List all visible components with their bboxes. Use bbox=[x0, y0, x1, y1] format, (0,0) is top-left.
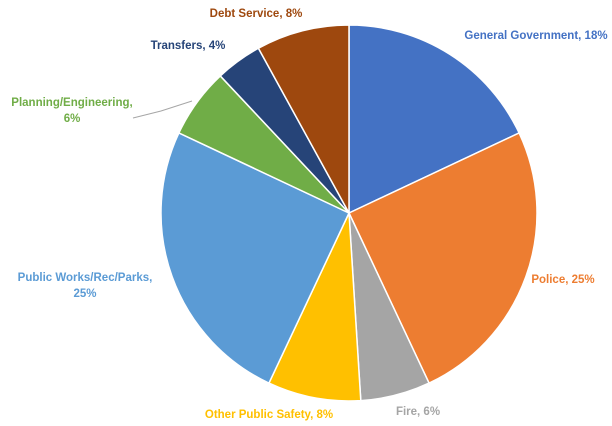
pie-slice-other-public-safety bbox=[267, 212, 362, 402]
pie-slice-public-works-rec-parks bbox=[160, 131, 350, 385]
data-label-line: Public Works/Rec/Parks, bbox=[18, 272, 153, 284]
data-label-fire: Fire, 6% bbox=[396, 406, 440, 418]
slices-layer bbox=[160, 24, 538, 402]
data-label-line: 25% bbox=[73, 288, 96, 300]
data-label-debt-service: Debt Service, 8% bbox=[210, 8, 303, 20]
leader-line-planning-engineering bbox=[132, 100, 193, 119]
data-label-transfers: Transfers, 4% bbox=[151, 40, 226, 52]
data-label-planning-engineering: Planning/Engineering, 6% bbox=[11, 97, 132, 125]
labels-layer: General Government, 18% Police, 25% Fire, … bbox=[11, 8, 607, 421]
pie-slice-police bbox=[348, 131, 538, 385]
data-label-general-government: General Government, 18% bbox=[464, 30, 607, 42]
data-label-public-works-rec-parks: Public Works/Rec/Parks, 25% bbox=[18, 272, 153, 300]
pie-slice-general-government bbox=[348, 24, 521, 215]
data-label-line: 6% bbox=[64, 113, 81, 125]
data-label-police: Police, 25% bbox=[531, 274, 594, 286]
pie-slice-debt-service bbox=[257, 24, 350, 214]
data-label-line: Planning/Engineering, bbox=[11, 97, 132, 109]
leader-lines-layer bbox=[132, 100, 193, 119]
data-label-other-public-safety: Other Public Safety, 8% bbox=[205, 409, 333, 421]
